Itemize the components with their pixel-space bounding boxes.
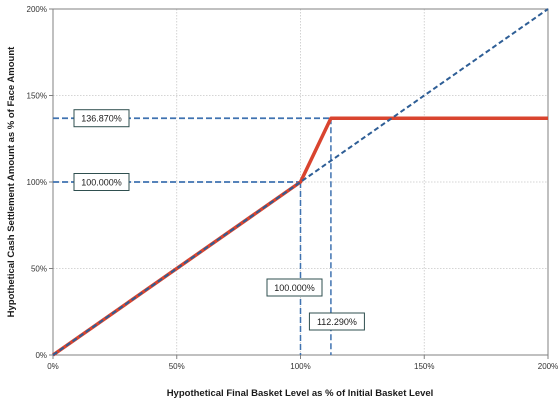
annotation-box: [308, 312, 365, 331]
tick-labels: 0% 50% 100% 150% 200% 0% 50% 100% 150% 200%: [27, 5, 558, 371]
x-tick-label: 150%: [414, 362, 434, 371]
y-tick-label: 200%: [27, 5, 47, 14]
guide-lines: [53, 117, 332, 355]
annotation-box: [266, 278, 323, 297]
annotation-label: 100.000%: [81, 178, 122, 188]
y-tick-label: 0%: [35, 351, 47, 360]
series-lines: [51, 8, 549, 357]
annotation-boxes: 136.870% 100.000% 100.000% 112.290%: [73, 109, 365, 331]
reference-line-overlay: [52, 181, 301, 356]
annotation-label: 100.000%: [274, 283, 315, 293]
annotation-label: 136.870%: [81, 114, 122, 124]
annotation-box: [73, 109, 130, 128]
x-tick-label: 50%: [169, 362, 185, 371]
y-tick-label: 150%: [27, 92, 47, 101]
x-axis-title: Hypothetical Final Basket Level as % of …: [167, 388, 434, 399]
y-tick-label: 50%: [31, 265, 47, 274]
payoff-line: [51, 116, 548, 357]
annotation-label: 112.290%: [317, 317, 357, 327]
annotation-box: [73, 173, 130, 191]
x-tick-label: 200%: [538, 362, 558, 371]
y-tick-label: 100%: [27, 178, 47, 187]
x-tick-label: 0%: [47, 362, 59, 371]
y-axis-title: Hypothetical Cash Settlement Amount as %…: [6, 46, 17, 317]
x-tick-label: 100%: [290, 362, 310, 371]
